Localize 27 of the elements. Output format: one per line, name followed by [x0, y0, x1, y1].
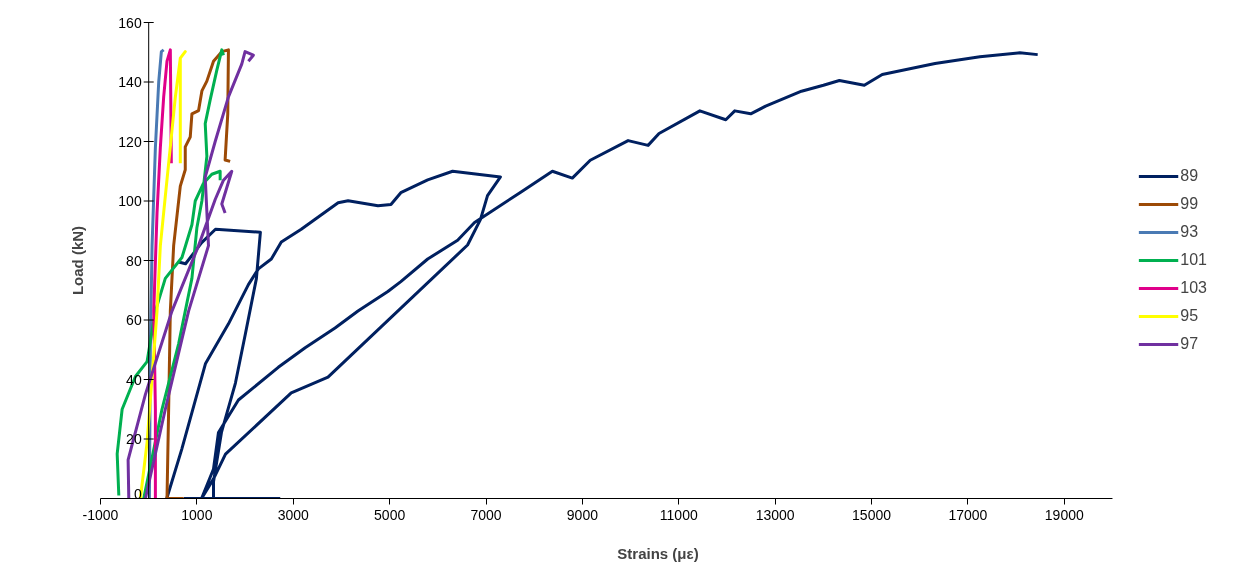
legend-label: 101 [1180, 251, 1207, 269]
y-tick-label: 100 [118, 193, 142, 209]
x-axis-title: Strains (με) [617, 544, 699, 562]
y-tick-label: 80 [126, 252, 142, 269]
legend-label: 89 [1180, 167, 1200, 185]
y-tick-label: 160 [118, 14, 142, 31]
x-tick-label: 11000 [659, 506, 698, 523]
x-tick-label: -1000 [82, 506, 119, 523]
legend-label: 103 [1180, 279, 1207, 297]
x-tick-label: 17000 [948, 506, 988, 523]
legend-label: 95 [1180, 307, 1200, 325]
x-tick-label: 13000 [755, 506, 795, 523]
legend-label: 97 [1180, 335, 1200, 353]
line-series [165, 48, 232, 499]
x-tick-label: 1000 [181, 506, 213, 523]
x-tick-label: 15000 [852, 506, 892, 523]
legend-label: 93 [1180, 223, 1200, 241]
y-tick-label: 60 [126, 312, 142, 328]
y-axis-title: Load (kN) [68, 225, 86, 296]
x-tick-label: 19000 [1044, 506, 1084, 523]
legend-label: 99 [1180, 195, 1200, 213]
y-tick-label: 120 [118, 133, 142, 150]
x-tick-label: 9000 [566, 506, 599, 523]
x-tick-label: 5000 [374, 506, 406, 523]
y-tick-label: 140 [118, 74, 142, 90]
x-tick-label: 7000 [470, 506, 502, 523]
x-tick-label: 3000 [277, 506, 310, 523]
